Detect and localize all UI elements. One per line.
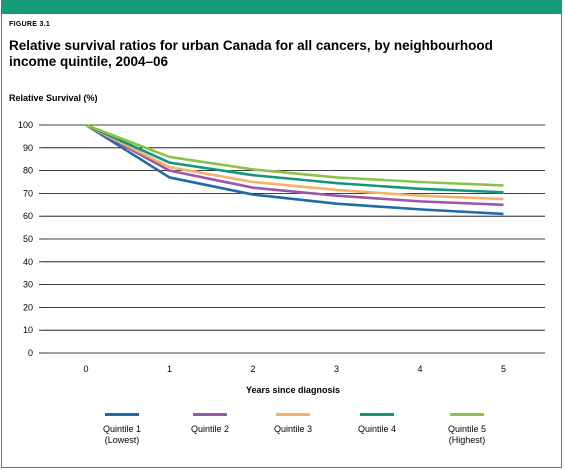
y-tick-label: 80 [23, 166, 33, 176]
legend-item-5: Quintile 5 (Highest) [422, 413, 512, 446]
x-tick-label: 2 [250, 364, 255, 374]
legend-swatch [276, 413, 310, 416]
series-line-1 [85, 123, 504, 216]
y-tick-label: 30 [23, 280, 33, 290]
legend-item-1: Quintile 1 (Lowest) [77, 413, 167, 446]
line-chart: Relative Survival (%) Years since diagno… [9, 93, 545, 395]
y-tick-label: 100 [18, 120, 33, 130]
series-line-4 [85, 123, 504, 194]
gridlines [39, 124, 545, 354]
y-tick-label: 60 [23, 211, 33, 221]
y-tick-label: 50 [23, 234, 33, 244]
y-tick-label: 0 [28, 348, 33, 358]
x-tick-label: 3 [334, 364, 339, 374]
y-tick-label: 20 [23, 302, 33, 312]
legend-label: Quintile 1 (Lowest) [102, 424, 142, 445]
series-line-5 [85, 123, 504, 187]
y-tick-label: 70 [23, 188, 33, 198]
legend-swatch [450, 413, 484, 416]
legend-item-4: Quintile 4 [332, 413, 422, 435]
x-tick-labels: 0 1 2 3 4 5 [83, 364, 506, 374]
y-tick-label: 10 [23, 325, 33, 335]
series-lines [85, 123, 504, 216]
y-tick-labels: 0 10 20 30 40 50 60 70 80 90 100 [18, 120, 33, 358]
legend-item-3: Quintile 3 [248, 413, 338, 435]
x-tick-label: 4 [417, 364, 422, 374]
y-axis-title: Relative Survival (%) [9, 93, 98, 103]
x-tick-label: 0 [83, 364, 88, 374]
legend: Quintile 1 (Lowest) Quintile 2 Quintile 3 Q… [0, 410, 565, 460]
legend-label: Quintile 3 [273, 424, 313, 434]
legend-swatch [360, 413, 394, 416]
x-tick-label: 1 [167, 364, 172, 374]
figure-title: Relative survival ratios for urban Canad… [9, 38, 493, 69]
x-axis-title: Years since diagnosis [246, 385, 340, 395]
y-tick-label: 40 [23, 257, 33, 267]
legend-label: Quintile 4 [357, 424, 397, 434]
figure-header-bar [2, 1, 561, 14]
series-line-3 [85, 123, 504, 201]
legend-label: Quintile 2 [190, 424, 230, 434]
legend-label: Quintile 5 (Highest) [447, 424, 487, 445]
figure-label: FIGURE 3.1 [9, 21, 51, 28]
legend-item-2: Quintile 2 [165, 413, 255, 435]
y-tick-label: 90 [23, 143, 33, 153]
series-line-2 [85, 123, 504, 207]
legend-swatch [105, 413, 139, 416]
legend-swatch [193, 413, 227, 416]
x-tick-label: 5 [501, 364, 506, 374]
